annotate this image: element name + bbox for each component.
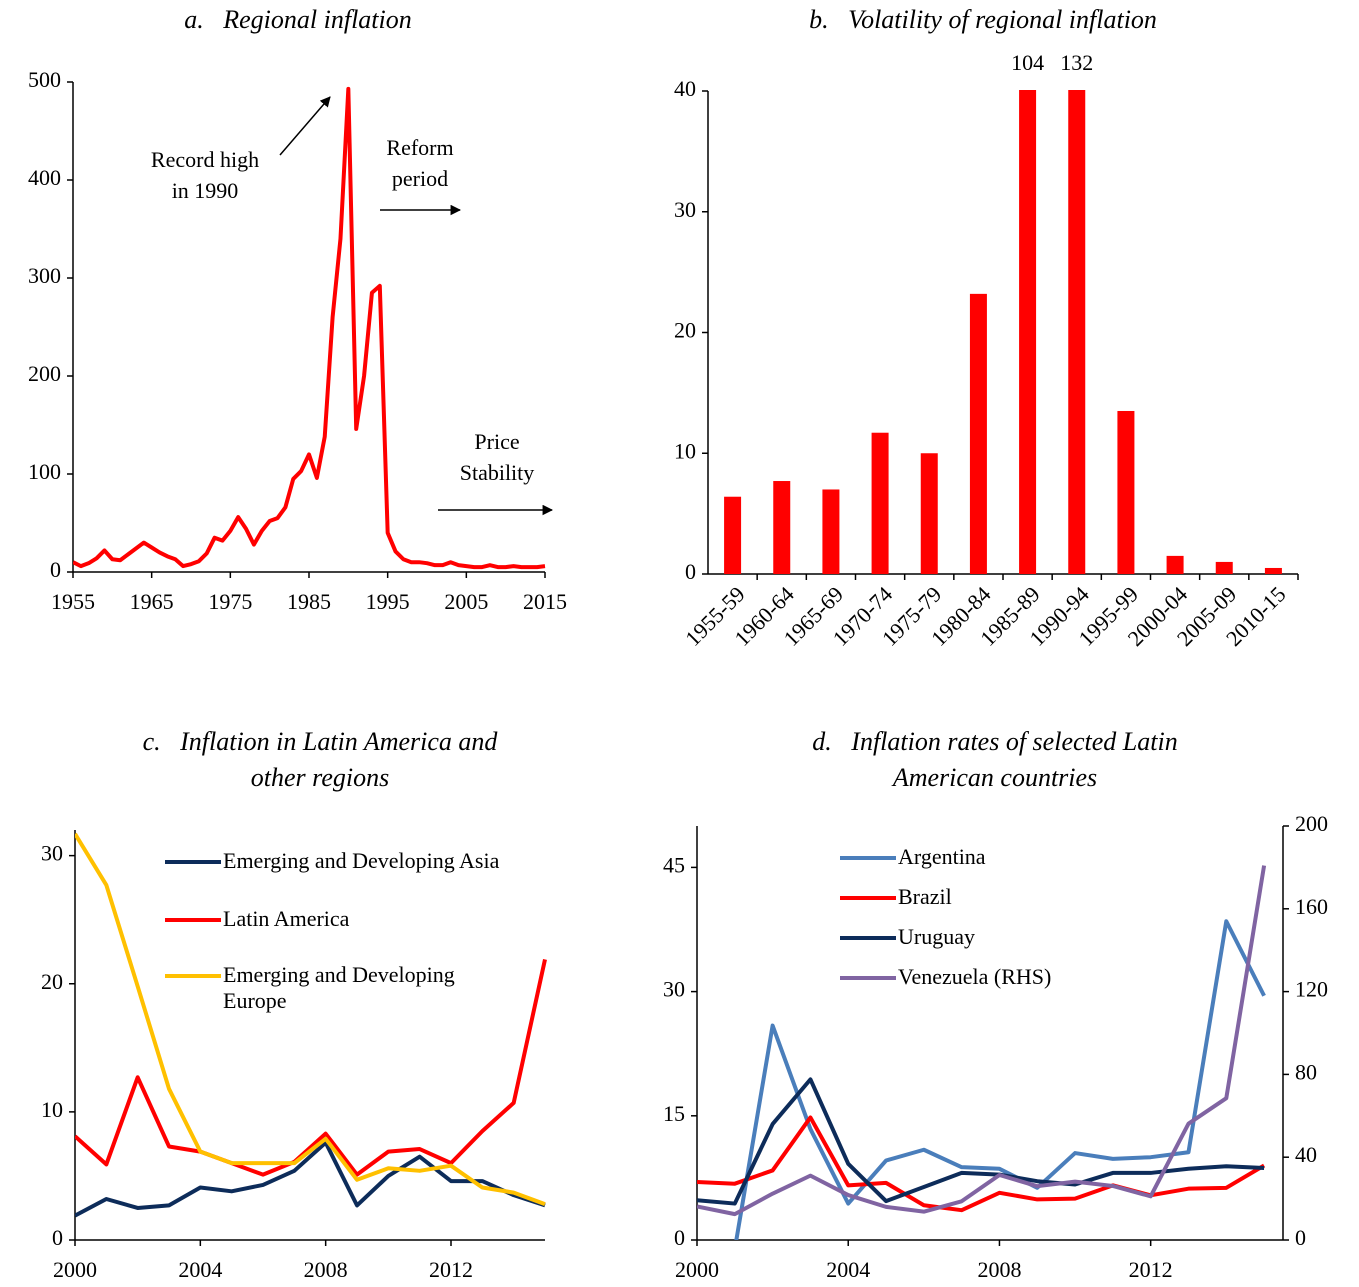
legend-label: Argentina [898, 844, 986, 869]
panel-title: d. Inflation rates of selected Latin Ame… [812, 727, 1184, 792]
y-tick-label: 20 [674, 318, 696, 343]
y-tick-label: 10 [41, 1097, 63, 1122]
bar [724, 496, 742, 574]
y-tick-label: 30 [663, 977, 685, 1002]
bar [1068, 90, 1086, 574]
y-tick-label: 400 [28, 165, 61, 190]
panel-title: c. Inflation in Latin America and other … [142, 727, 504, 792]
legend-label: Uruguay [898, 924, 975, 949]
annotation-arrow [279, 96, 331, 156]
x-tick-label: 1985 [287, 589, 331, 614]
bar [773, 481, 791, 574]
bar-value-label: 132 [1060, 50, 1093, 75]
bar [871, 432, 889, 574]
y-tick-label: 30 [674, 197, 696, 222]
y-tick-label: 500 [28, 67, 61, 92]
legend-label: Venezuela (RHS) [898, 964, 1052, 989]
series-line [697, 1115, 1266, 1213]
x-tick-label: 2000 [53, 1257, 97, 1282]
x-tick-label: 1965 [130, 589, 174, 614]
series-line [75, 958, 547, 1177]
annotation: period [392, 166, 448, 191]
series-line [697, 865, 1267, 1217]
series-line [75, 1140, 546, 1218]
x-tick-label: 2012 [1129, 1257, 1173, 1282]
x-tick-label: 1995 [366, 589, 410, 614]
y2-tick-label: 120 [1295, 977, 1328, 1002]
y2-tick-label: 0 [1295, 1225, 1306, 1250]
annotation: in 1990 [172, 178, 239, 203]
series-line [73, 86, 546, 570]
y-tick-label: 0 [674, 1225, 685, 1250]
bar [1117, 410, 1135, 574]
y-tick-label: 45 [663, 852, 685, 877]
y-tick-label: 0 [685, 559, 696, 584]
y2-tick-label: 200 [1295, 811, 1328, 836]
x-tick-label: 1975 [208, 589, 252, 614]
bar [1019, 90, 1037, 574]
annotation: Price [474, 429, 519, 454]
legend-label: Emerging and Developing Asia [223, 848, 500, 873]
y-tick-label: 10 [674, 438, 696, 463]
panel-title: a. Regional inflation [184, 5, 412, 34]
y2-tick-label: 160 [1295, 894, 1328, 919]
y-tick-label: 300 [28, 263, 61, 288]
y-tick-label: 0 [50, 557, 61, 582]
x-tick-label: 2008 [977, 1257, 1021, 1282]
y-tick-label: 0 [52, 1225, 63, 1250]
y-tick-label: 40 [674, 76, 696, 101]
y-tick-label: 100 [28, 459, 61, 484]
bar [1166, 555, 1184, 574]
x-tick-label: 2004 [826, 1257, 870, 1282]
y-tick-label: 30 [41, 841, 63, 866]
legend-label: Brazil [898, 884, 952, 909]
y-tick-label: 200 [28, 361, 61, 386]
annotation: Stability [460, 460, 535, 485]
y-tick-label: 20 [41, 969, 63, 994]
bar [822, 489, 840, 574]
bar [1264, 567, 1282, 574]
x-tick-label: 2015 [523, 589, 567, 614]
plot-area [697, 865, 1267, 1240]
legend-label: Latin America [223, 906, 350, 931]
bar [969, 293, 987, 574]
panel-title: b. Volatility of regional inflation [809, 5, 1157, 34]
annotation: Record high [151, 147, 259, 172]
x-tick-label: 2012 [429, 1257, 473, 1282]
plot-area [75, 832, 547, 1218]
bar-value-label: 104 [1011, 50, 1044, 75]
series-line [697, 1077, 1265, 1206]
y2-tick-label: 40 [1295, 1142, 1317, 1167]
y-tick-label: 15 [663, 1101, 685, 1126]
y2-tick-label: 80 [1295, 1059, 1317, 1084]
series-line [734, 919, 1266, 1240]
plot-area [724, 90, 1282, 574]
x-tick-label: 2000 [675, 1257, 719, 1282]
x-tick-label: 2004 [178, 1257, 222, 1282]
annotation: Reform [386, 135, 453, 160]
bar [1215, 561, 1233, 574]
series-line [75, 832, 546, 1207]
x-tick-label: 2005 [444, 589, 488, 614]
bar [920, 453, 938, 574]
plot-area [73, 86, 546, 570]
x-tick-label: 2008 [304, 1257, 348, 1282]
x-tick-label: 1955 [51, 589, 95, 614]
legend-label: Emerging and Developing Europe [223, 962, 455, 1013]
